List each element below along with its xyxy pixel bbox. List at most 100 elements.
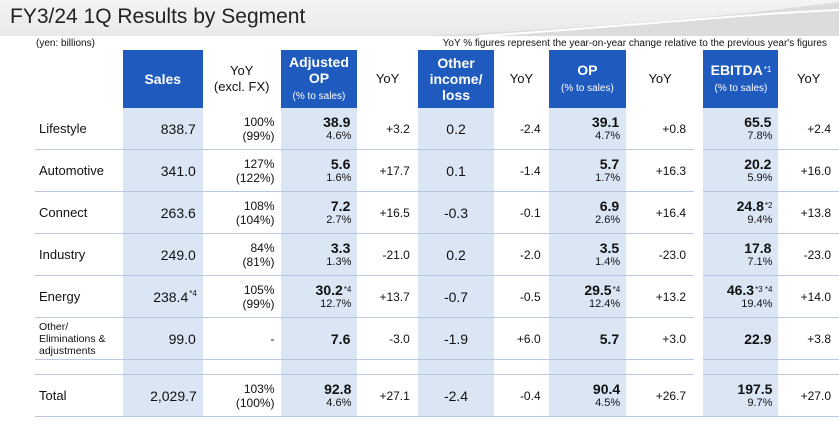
op-value: 5.7 [599, 156, 620, 172]
yoy-fx-value: 105% [243, 282, 275, 297]
ebitda-cell: 17.8 7.1% [703, 233, 779, 276]
decorative-swoosh [419, 2, 839, 36]
yoy-fx-value: 108% [243, 198, 275, 213]
segment-row: Lifestyle 838.7 100% (99%) 38.9 4.6% +3.2 0.2 -2… [35, 108, 839, 150]
other-yoy: -2.0 [494, 233, 549, 276]
op-yoy: +0.8 [662, 121, 687, 136]
header-adjusted-op: Adjusted OP (% to sales) [280, 50, 358, 108]
ebitda-value: 17.8 [744, 240, 772, 256]
row-label: Connect [35, 191, 123, 234]
header-row: Sales YoY (excl. FX) Adjusted OP (% to s… [35, 50, 839, 108]
other-yoy: -1.4 [494, 149, 549, 192]
header-sales: Sales [122, 50, 203, 108]
sales-value: 2,029.7 [122, 374, 203, 417]
header-segment [35, 50, 123, 108]
op-value: 5.7 [599, 330, 620, 347]
segment-row: Energy 238.4*4 105% (99%) 30.2*4 12.7% +13.7 -0… [35, 275, 839, 318]
header-income-label: income/ [429, 71, 483, 87]
segment-row: Connect 263.6 108% (104%) 7.2 2.7% +16.5 -0.3 -0… [35, 191, 839, 234]
header-ebitda: EBITDA*1 (% to sales) [703, 50, 779, 108]
header-adj-op-sub: (% to sales) [292, 90, 346, 102]
op-value: 6.9 [599, 198, 620, 214]
sales-cell: 341.0 [122, 149, 203, 192]
sales-cell: 838.7 [122, 108, 203, 150]
ebitda-pct: 9.7% [747, 397, 773, 409]
header-other-yoy: YoY [494, 50, 549, 108]
other-income-value: 0.2 [417, 108, 495, 150]
footnote-marker: *2 [764, 201, 773, 210]
adj-op-yoy: +17.7 [357, 149, 418, 192]
footnote-marker: *4 [189, 288, 197, 298]
header-excl-fx-label: (excl. FX) [213, 79, 270, 94]
op-cell: 5.7 [548, 317, 627, 360]
yoy-excl-fx: 100% (99%) [203, 108, 281, 150]
yoy-fx-paren: (99%) [242, 296, 275, 311]
header-op-main: OP [577, 61, 598, 78]
yoy-fx-paren: (99%) [242, 128, 275, 143]
yoy-excl-fx: 103% (100%) [202, 374, 281, 417]
yoy-fx-value: 127% [243, 156, 275, 171]
header-op: OP (% to sales) [548, 50, 627, 108]
header-ebitda-yoy: YoY [778, 50, 839, 108]
other-income-value: -1.9 [417, 317, 495, 360]
op-pct: 12.4% [588, 298, 621, 310]
sales-cell: 263.6 [122, 191, 203, 234]
adj-op-yoy: +13.7 [357, 275, 418, 318]
adjusted-op-pct: 12.7% [320, 298, 352, 310]
ebitda-pct: 7.1% [747, 256, 773, 268]
adjusted-op-pct: 1.3% [326, 256, 352, 268]
other-yoy: -0.4 [494, 374, 549, 417]
ebitda-yoy: +13.8 [778, 191, 839, 234]
sales-value: 341.0 [160, 162, 196, 179]
adjusted-op-cell: 3.3 1.3% [280, 233, 358, 276]
page-title: FY3/24 1Q Results by Segment [10, 5, 306, 28]
header-adjusted-label: Adjusted [289, 53, 349, 70]
adjusted-op-value: 3.3 [330, 240, 351, 256]
ebitda-yoy: +3.8 [778, 317, 839, 360]
adj-op-yoy: -3.0 [357, 317, 418, 360]
adjusted-op-value: 92.8 [324, 381, 352, 397]
ebitda-value: 20.2 [744, 156, 772, 172]
header-ebitda-sub: (% to sales) [714, 82, 768, 94]
ebitda-cell: 20.2 5.9% [703, 149, 779, 192]
op-value: 3.5 [599, 240, 620, 256]
sales-value: 838.7 [160, 120, 196, 137]
op-cell: 29.5*4 12.4% [548, 275, 627, 318]
other-yoy: -0.5 [494, 275, 549, 318]
footnote-marker: *4 [343, 285, 352, 294]
adjusted-op-pct: 2.7% [326, 214, 352, 226]
other-yoy: -0.1 [494, 191, 549, 234]
adj-op-yoy: +27.1 [357, 374, 418, 417]
op-pct: 1.7% [595, 172, 621, 184]
yoy-fx-value: 84% [250, 240, 275, 255]
header-op-sub: (% to sales) [560, 82, 614, 94]
yoy-fx-value: - [270, 331, 275, 346]
footnote-marker: *1 [763, 64, 772, 74]
total-row: Total 2,029.7 103% (100%) 92.8 4.6% +27.… [35, 374, 839, 417]
op-yoy: +3.0 [626, 317, 695, 360]
other-income-value: -2.4 [417, 374, 495, 417]
yoy-note: YoY % figures represent the year-on-year… [442, 38, 827, 49]
adjusted-op-value: 7.6 [330, 330, 351, 347]
ebitda-cell: 22.9 [703, 317, 779, 360]
ebitda-value: 46.3 [726, 282, 755, 298]
header-yoy-excl-fx: YoY (excl. FX) [202, 50, 281, 108]
segment-results-table: Sales YoY (excl. FX) Adjusted OP (% to s… [35, 50, 839, 417]
ebitda-cell: 197.5 9.7% [703, 374, 779, 417]
adjusted-op-cell: 5.6 1.6% [280, 149, 358, 192]
ebitda-yoy: -23.0 [778, 233, 839, 276]
ebitda-yoy: +14.0 [778, 275, 839, 318]
op-pct: 4.7% [595, 130, 621, 142]
yoy-fx-paren: (81%) [242, 254, 275, 269]
ebitda-pct: 9.4% [747, 214, 773, 226]
op-value: 90.4 [592, 381, 621, 397]
title-bar [0, 0, 839, 36]
yoy-excl-fx: - [202, 317, 281, 360]
adjusted-op-pct: 1.6% [326, 172, 352, 184]
segment-row: Other/ Eliminations & adjustments 99.0 - 7.… [35, 317, 839, 360]
ebitda-pct: 19.4% [741, 298, 773, 310]
op-yoy: +13.2 [626, 275, 695, 318]
ebitda-value: 24.8 [736, 198, 764, 214]
sales-cell: 249.0 [122, 233, 203, 276]
adjusted-op-cell: 30.2*4 12.7% [280, 275, 358, 318]
